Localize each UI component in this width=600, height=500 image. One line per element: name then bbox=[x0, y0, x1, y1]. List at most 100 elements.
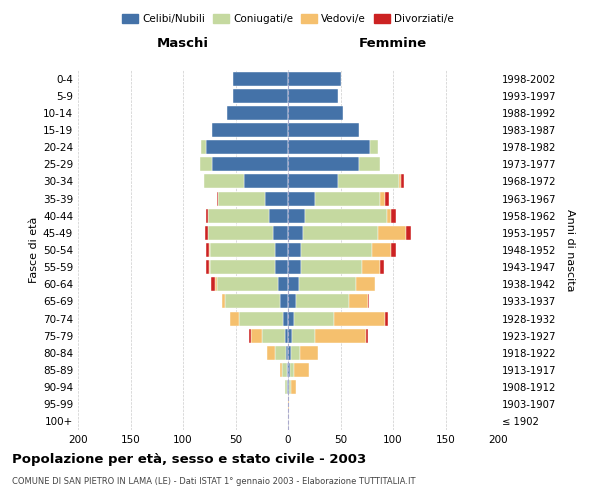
Bar bbox=[296, 294, 349, 308]
Bar bbox=[380, 192, 385, 205]
Bar bbox=[334, 312, 385, 326]
Bar bbox=[316, 328, 366, 342]
Bar bbox=[209, 260, 210, 274]
Bar bbox=[287, 380, 288, 394]
Bar bbox=[230, 312, 239, 326]
Bar bbox=[359, 158, 380, 172]
Bar bbox=[295, 363, 309, 377]
Bar bbox=[385, 312, 388, 326]
Bar bbox=[291, 380, 296, 394]
Bar bbox=[305, 208, 387, 222]
Bar bbox=[380, 260, 383, 274]
Bar bbox=[288, 260, 301, 274]
Bar bbox=[217, 192, 218, 205]
Bar bbox=[285, 328, 288, 342]
Bar bbox=[217, 278, 277, 291]
Text: Maschi: Maschi bbox=[157, 37, 209, 50]
Bar bbox=[400, 174, 401, 188]
Bar bbox=[249, 328, 251, 342]
Bar bbox=[288, 363, 290, 377]
Bar bbox=[391, 208, 396, 222]
Bar bbox=[233, 88, 288, 102]
Bar bbox=[215, 278, 217, 291]
Bar bbox=[292, 328, 316, 342]
Bar bbox=[299, 278, 356, 291]
Bar bbox=[372, 243, 391, 257]
Bar bbox=[262, 328, 285, 342]
Bar bbox=[210, 260, 275, 274]
Bar bbox=[222, 294, 225, 308]
Bar bbox=[288, 192, 316, 205]
Bar bbox=[277, 278, 288, 291]
Bar bbox=[285, 380, 287, 394]
Bar bbox=[288, 106, 343, 120]
Bar bbox=[288, 158, 359, 172]
Bar bbox=[289, 380, 291, 394]
Bar bbox=[368, 294, 369, 308]
Bar bbox=[356, 278, 375, 291]
Bar bbox=[275, 346, 286, 360]
Bar bbox=[288, 243, 301, 257]
Bar bbox=[233, 72, 288, 86]
Bar bbox=[366, 328, 368, 342]
Bar bbox=[200, 158, 212, 172]
Bar bbox=[338, 174, 400, 188]
Bar bbox=[206, 260, 209, 274]
Bar bbox=[349, 294, 368, 308]
Bar bbox=[204, 174, 244, 188]
Bar bbox=[288, 294, 296, 308]
Bar bbox=[370, 140, 379, 154]
Bar bbox=[282, 363, 287, 377]
Bar bbox=[391, 243, 396, 257]
Bar bbox=[275, 243, 288, 257]
Bar bbox=[210, 243, 275, 257]
Bar bbox=[385, 192, 389, 205]
Bar bbox=[288, 174, 338, 188]
Bar bbox=[288, 208, 305, 222]
Bar bbox=[280, 294, 288, 308]
Bar bbox=[288, 278, 299, 291]
Bar bbox=[299, 346, 319, 360]
Bar bbox=[269, 208, 288, 222]
Bar bbox=[206, 243, 209, 257]
Bar bbox=[212, 158, 288, 172]
Bar bbox=[290, 363, 295, 377]
Bar bbox=[209, 243, 210, 257]
Y-axis label: Fasce di età: Fasce di età bbox=[29, 217, 39, 283]
Bar bbox=[206, 140, 288, 154]
Bar bbox=[225, 294, 280, 308]
Bar bbox=[316, 192, 380, 205]
Bar bbox=[274, 226, 288, 240]
Y-axis label: Anni di nascita: Anni di nascita bbox=[565, 209, 575, 291]
Bar bbox=[295, 312, 334, 326]
Bar bbox=[208, 226, 274, 240]
Bar bbox=[265, 192, 288, 205]
Text: COMUNE DI SAN PIETRO IN LAMA (LE) - Dati ISTAT 1° gennaio 2003 - Elaborazione TU: COMUNE DI SAN PIETRO IN LAMA (LE) - Dati… bbox=[12, 478, 415, 486]
Bar bbox=[212, 123, 288, 137]
Bar bbox=[267, 346, 275, 360]
Bar bbox=[301, 243, 372, 257]
Bar bbox=[288, 72, 341, 86]
Bar bbox=[239, 312, 283, 326]
Bar bbox=[387, 208, 391, 222]
Bar bbox=[227, 106, 288, 120]
Bar bbox=[211, 278, 215, 291]
Bar bbox=[288, 88, 338, 102]
Bar bbox=[201, 140, 206, 154]
Bar bbox=[288, 312, 295, 326]
Bar bbox=[283, 312, 288, 326]
Text: Femmine: Femmine bbox=[359, 37, 427, 50]
Bar bbox=[251, 328, 262, 342]
Bar bbox=[401, 174, 404, 188]
Bar bbox=[244, 174, 288, 188]
Bar bbox=[286, 346, 288, 360]
Bar bbox=[218, 192, 265, 205]
Bar bbox=[287, 363, 288, 377]
Bar bbox=[379, 226, 406, 240]
Bar bbox=[288, 123, 359, 137]
Bar bbox=[205, 226, 208, 240]
Bar bbox=[288, 328, 292, 342]
Bar bbox=[288, 346, 291, 360]
Bar bbox=[206, 208, 208, 222]
Bar bbox=[288, 398, 289, 411]
